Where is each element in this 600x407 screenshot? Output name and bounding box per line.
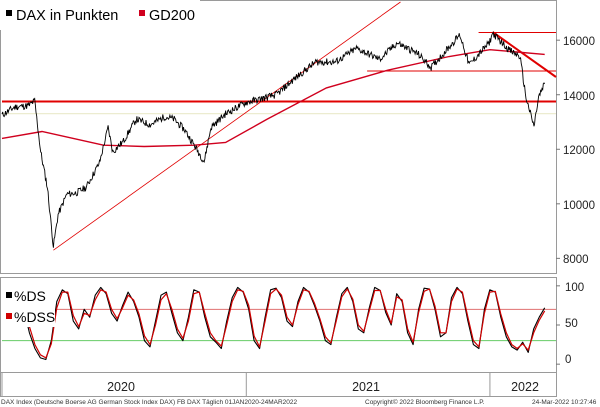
footer: DAX Index (Deutsche Boerse AG German Sto… <box>1 398 597 406</box>
lower-y-ticks: 100 50 0 <box>565 282 584 366</box>
series-line-dax <box>1 31 546 248</box>
y-tick-12000: 12000 <box>563 145 595 157</box>
legend-marker-ds <box>6 292 12 298</box>
legend-marker-dax <box>6 10 12 16</box>
y-tick-10000: 10000 <box>563 200 595 212</box>
legend-label-dss: %DSS <box>14 309 55 325</box>
y-tick-14000: 14000 <box>563 91 595 103</box>
series-line-gd200 <box>1 48 545 148</box>
series-line-dss <box>1 288 546 359</box>
upper-legend: DAX in Punkten GD200 <box>0 0 200 30</box>
legend-label-gd200: GD200 <box>149 8 195 24</box>
upper-panel-frame <box>0 0 557 274</box>
lower-legend: %DS %DSS <box>1 281 55 327</box>
y-tick-100: 100 <box>565 282 584 294</box>
x-axis-band <box>0 372 557 397</box>
axes <box>1 39 560 396</box>
x-tick-2022: 2022 <box>511 380 539 394</box>
y-tick-0: 0 <box>565 354 571 366</box>
lower-panel <box>1 286 556 361</box>
trend-line-6 <box>492 31 557 78</box>
legend-label-ds: %DS <box>14 288 46 304</box>
legend-label-dax: DAX in Punkten <box>16 8 118 24</box>
upper-panel <box>1 1 557 251</box>
x-tick-2020: 2020 <box>107 380 135 394</box>
trend-line-5 <box>53 1 401 251</box>
upper-y-ticks: 16000 14000 12000 10000 8000 <box>563 36 595 266</box>
y-tick-8000: 8000 <box>563 254 589 266</box>
legend-marker-dss <box>6 313 12 319</box>
legend-marker-gd200 <box>139 10 145 16</box>
footer-timestamp: 24-Mar-2022 10:27:46 <box>532 399 597 406</box>
x-tick-2021: 2021 <box>352 380 380 394</box>
y-tick-50: 50 <box>565 318 578 330</box>
y-tick-16000: 16000 <box>563 36 595 48</box>
footer-source: DAX Index (Deutsche Boerse AG German Sto… <box>1 399 298 406</box>
x-ticks: 2020 2021 2022 <box>107 380 539 394</box>
footer-copyright: Copyright© 2022 Bloomberg Finance L.P. <box>365 398 485 406</box>
